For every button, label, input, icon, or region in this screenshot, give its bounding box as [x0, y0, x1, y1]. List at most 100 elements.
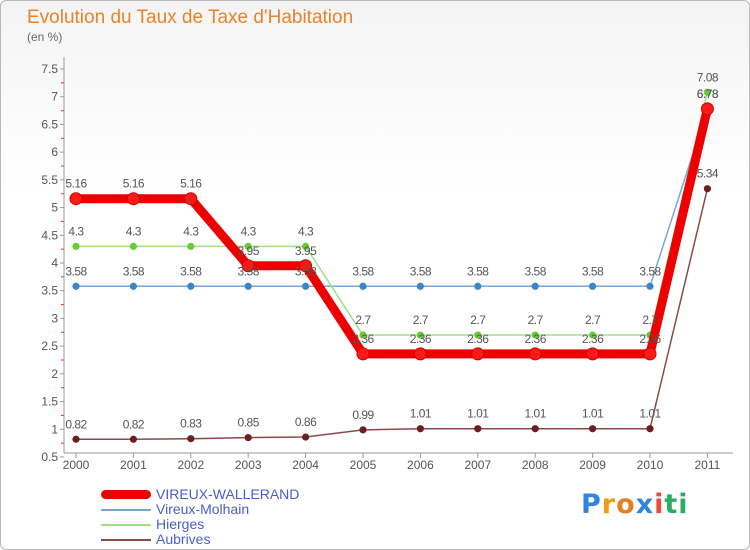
- legend-label-hierges: Hierges: [156, 516, 205, 532]
- data-point: [244, 434, 252, 442]
- y-tick-label: 6: [51, 145, 58, 159]
- series-line-vireux-molhain: [75, 108, 709, 288]
- logo-letter: o: [616, 489, 636, 520]
- data-point: [703, 88, 712, 96]
- data-point: [302, 433, 310, 441]
- data-label: 1.01: [410, 407, 432, 421]
- data-label: 0.83: [180, 417, 202, 431]
- y-tick-label: 2.5: [41, 339, 58, 353]
- y-tick-label: 1.5: [41, 395, 58, 409]
- data-label: 1.01: [582, 407, 604, 421]
- y-tick-label: 2: [51, 367, 58, 381]
- legend-swatch-hierges: [101, 524, 151, 526]
- data-label: 5.16: [65, 177, 87, 191]
- data-point: [646, 425, 654, 433]
- data-point: [244, 282, 252, 290]
- data-point: [531, 331, 539, 339]
- data-label: 2.7: [585, 313, 601, 327]
- x-tick-label: 2003: [235, 458, 262, 472]
- data-point: [474, 282, 482, 290]
- logo-letter: i: [654, 489, 665, 520]
- data-label: 3.58: [352, 264, 374, 278]
- data-point: [187, 435, 195, 443]
- proxiti-logo: Proxiti: [581, 489, 689, 520]
- data-point: [531, 425, 539, 433]
- data-point: [589, 425, 597, 433]
- data-label: 0.86: [295, 415, 317, 429]
- x-tick-label: 2011: [694, 458, 720, 472]
- data-label: 3.58: [410, 264, 432, 278]
- y-tick-label: 7.5: [41, 62, 58, 76]
- data-label: 2.7: [528, 313, 544, 327]
- y-tick-label: 7: [51, 90, 58, 104]
- y-tick-label: 0.5: [41, 450, 58, 464]
- data-label: 3.58: [295, 264, 317, 278]
- data-point: [646, 282, 654, 290]
- data-point: [69, 192, 83, 206]
- data-label: 1.01: [525, 407, 547, 421]
- logo-letter: P: [581, 489, 602, 520]
- y-tick-label: 3: [51, 311, 58, 325]
- data-label: 4.3: [68, 224, 84, 238]
- legend-label-vireux-wallerand: VIREUX-WALLERAND: [156, 486, 300, 502]
- data-point: [589, 331, 597, 339]
- data-label: 2.7: [413, 313, 429, 327]
- data-point: [184, 192, 198, 206]
- data-label: 2.7: [355, 313, 371, 327]
- x-tick-label: 2009: [579, 458, 606, 472]
- data-point: [643, 347, 657, 361]
- data-label: 3.95: [295, 244, 317, 258]
- data-label: 4.3: [298, 224, 314, 238]
- logo-letter: r: [601, 489, 617, 520]
- y-tick-label: 1: [51, 422, 58, 436]
- data-point: [129, 242, 137, 250]
- logo-letter: t: [664, 489, 679, 520]
- y-tick-label: 4: [51, 256, 58, 270]
- data-point: [531, 282, 539, 290]
- x-tick-label: 2001: [120, 458, 147, 472]
- x-tick-label: 2004: [292, 458, 319, 472]
- data-point: [244, 242, 252, 250]
- data-point: [302, 242, 310, 250]
- legend-label-vireux-molhain: Vireux-Molhain: [156, 501, 250, 517]
- data-point: [241, 259, 255, 273]
- data-label: 3.58: [525, 264, 547, 278]
- data-label: 2.36: [410, 332, 432, 346]
- data-label: 5.16: [180, 177, 202, 191]
- data-label: 2.36: [639, 332, 661, 346]
- data-label: 6.78: [697, 87, 719, 101]
- y-tick-label: 4.5: [41, 228, 58, 242]
- data-point: [359, 282, 367, 290]
- data-label: 3.58: [65, 264, 87, 278]
- data-label: 2.7: [642, 313, 658, 327]
- data-point: [528, 347, 542, 361]
- chart-subtitle: (en %): [27, 30, 63, 44]
- data-label: 5.16: [123, 177, 145, 191]
- data-point: [471, 347, 485, 361]
- x-tick-label: 2006: [407, 458, 434, 472]
- data-point: [187, 282, 195, 290]
- data-point: [72, 282, 80, 290]
- data-point: [700, 102, 714, 116]
- data-point: [474, 425, 482, 433]
- y-tick-label: 6.5: [41, 117, 58, 131]
- data-label: 5.34: [697, 167, 719, 181]
- data-point: [129, 282, 137, 290]
- data-point: [589, 282, 597, 290]
- data-point: [474, 331, 482, 339]
- data-label: 0.82: [65, 417, 87, 431]
- data-label: 0.82: [123, 417, 145, 431]
- x-tick-label: 2007: [464, 458, 491, 472]
- data-point: [72, 242, 80, 250]
- data-label: 7.08: [697, 70, 719, 84]
- data-label: 2.36: [582, 332, 604, 346]
- y-tick-label: 5: [51, 201, 58, 215]
- legend-swatch-vireux-molhain: [101, 509, 151, 511]
- data-point: [359, 331, 367, 339]
- data-point: [416, 331, 424, 339]
- data-label: 0.85: [238, 416, 260, 430]
- data-point: [413, 347, 427, 361]
- x-tick-label: 2000: [63, 458, 90, 472]
